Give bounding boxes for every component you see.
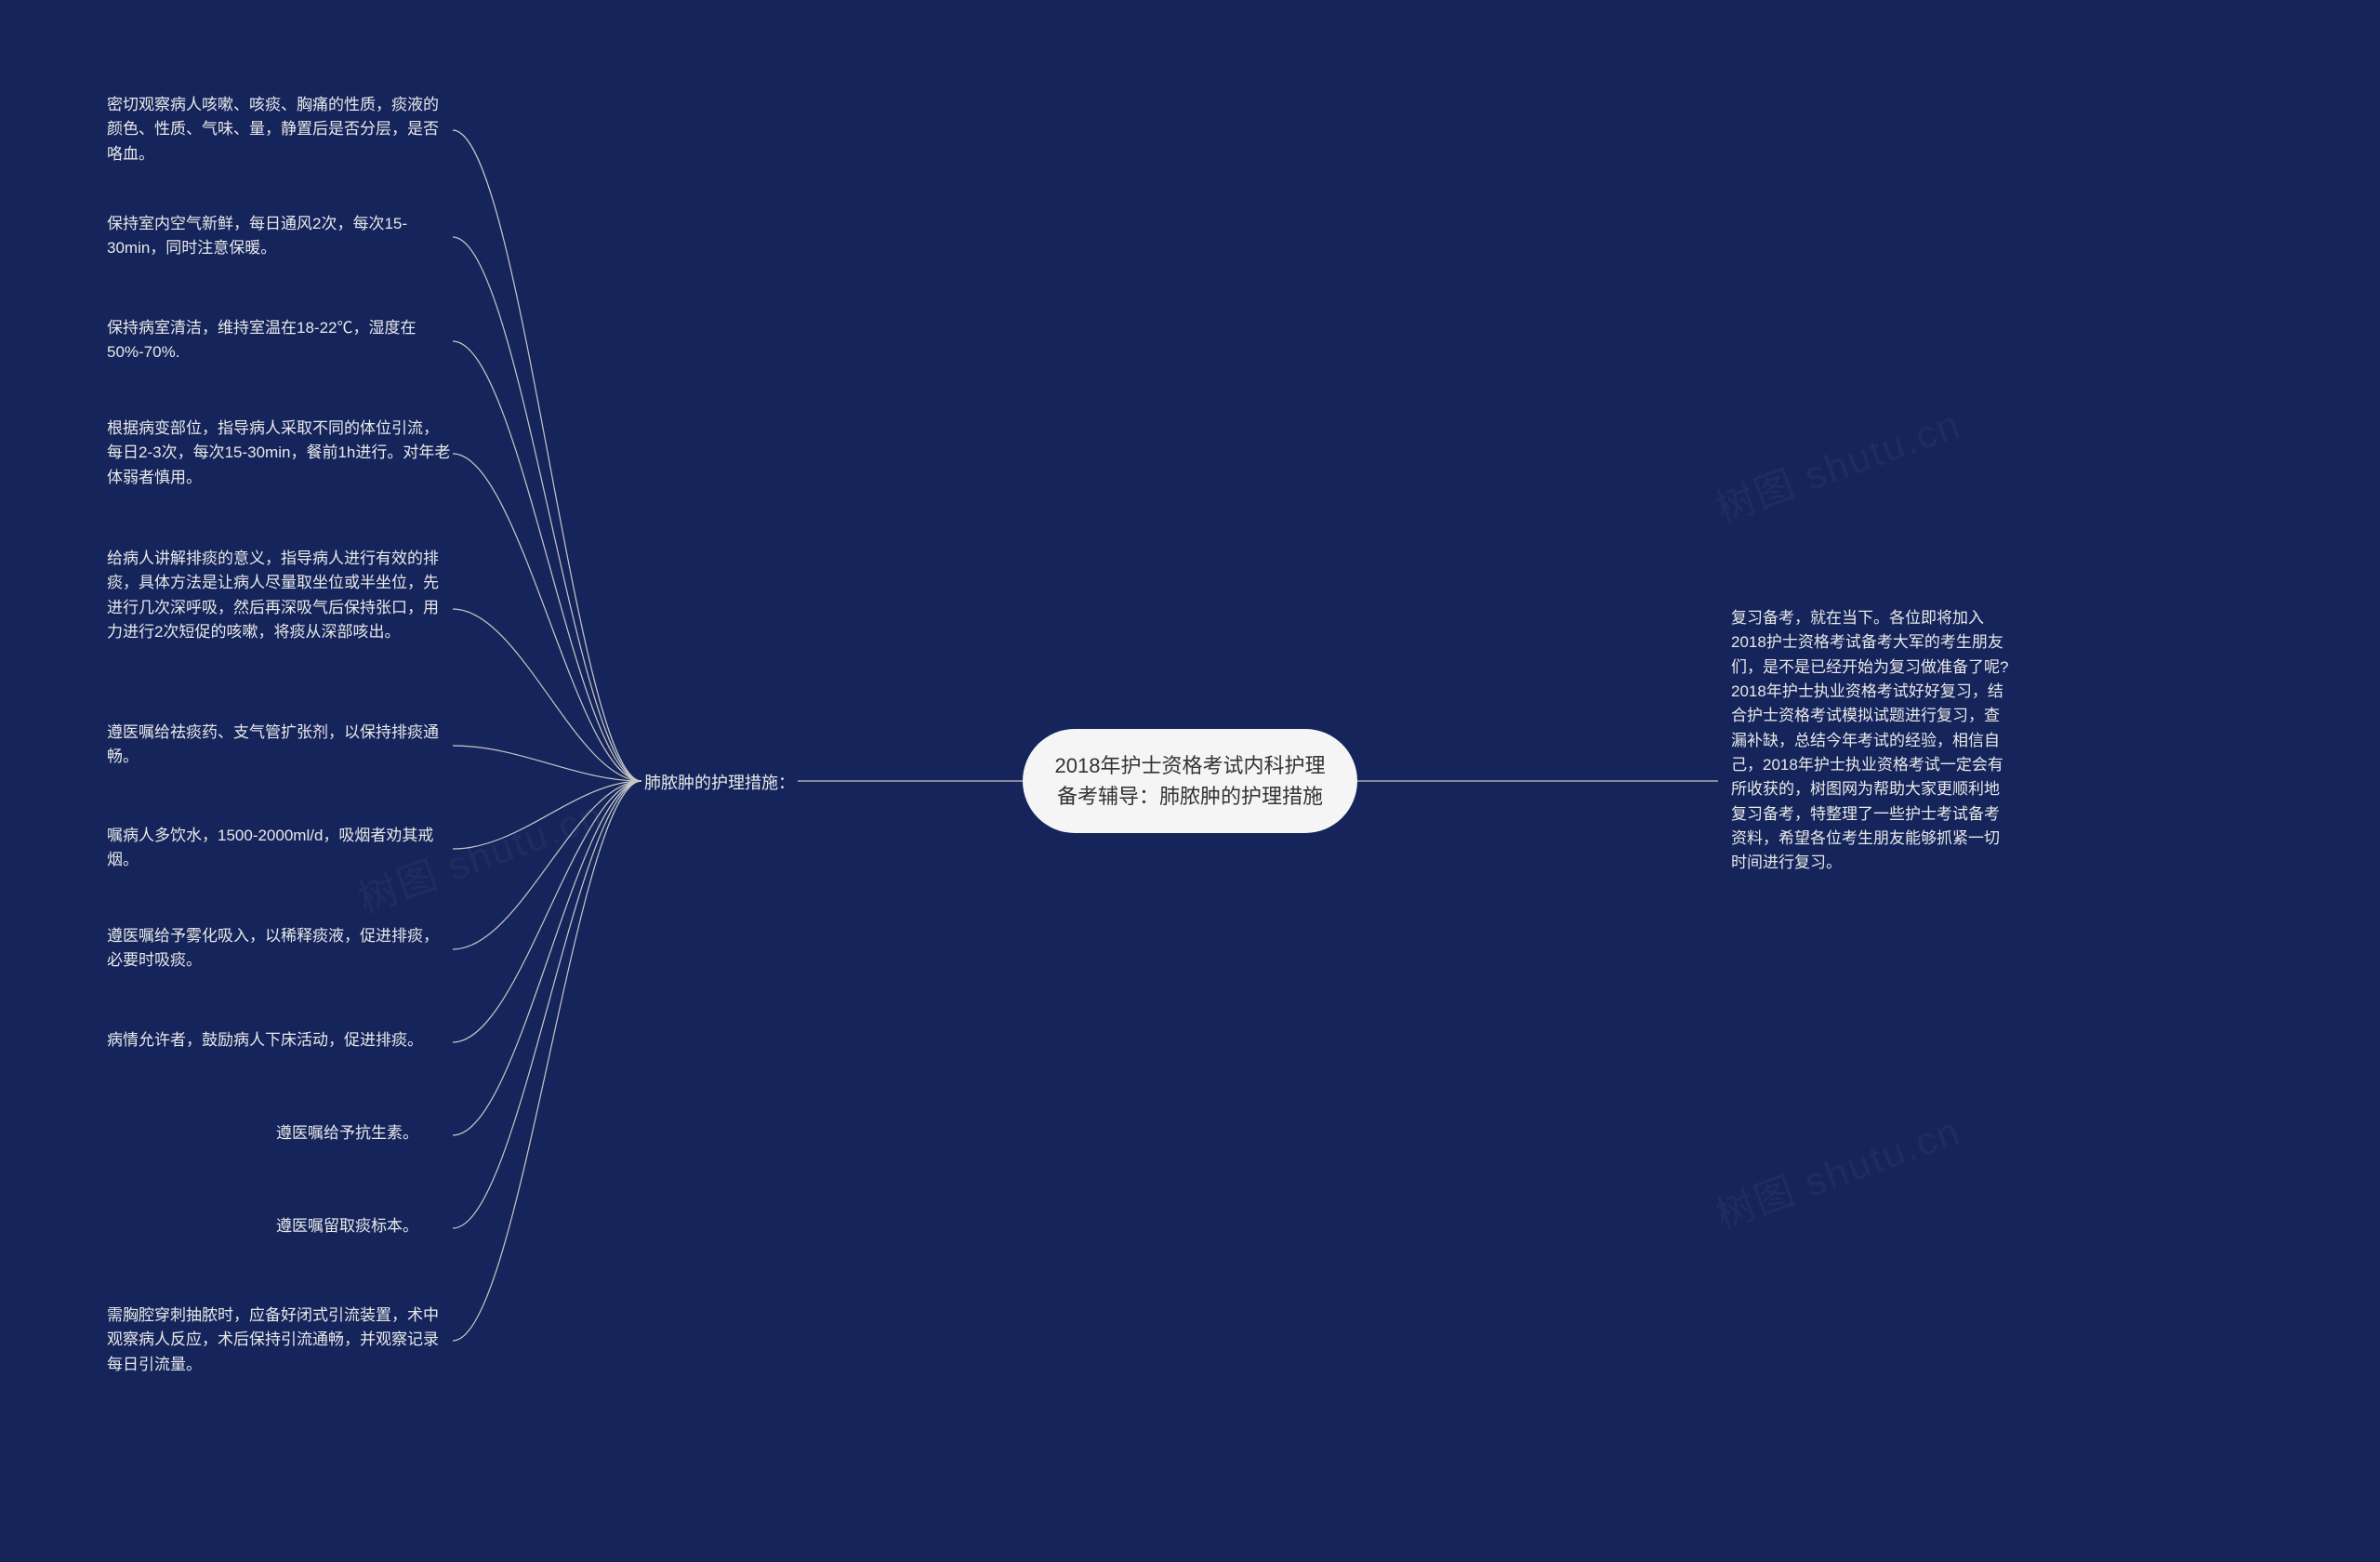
left-leaf-1: 保持室内空气新鲜，每日通风2次，每次15-30min，同时注意保暖。 (107, 212, 451, 261)
right-leaf: 复习备考，就在当下。各位即将加入2018护士资格考试备考大军的考生朋友们，是不是… (1731, 606, 2010, 876)
watermark: 树图 shutu.cn (1707, 1100, 1968, 1241)
left-leaf-10: 遵医嘱留取痰标本。 (276, 1214, 453, 1238)
left-leaf-7: 遵医嘱给予雾化吸入，以稀释痰液，促进排痰，必要时吸痰。 (107, 924, 451, 973)
left-leaf-5: 遵医嘱给祛痰药、支气管扩张剂，以保持排痰通畅。 (107, 721, 451, 770)
center-node: 2018年护士资格考试内科护理备考辅导：肺脓肿的护理措施 (1023, 729, 1357, 833)
left-leaf-8: 病情允许者，鼓励病人下床活动，促进排痰。 (107, 1028, 451, 1052)
left-branch-label: 肺脓肿的护理措施： (644, 770, 795, 794)
watermark: 树图 shutu.cn (1707, 393, 1968, 535)
left-leaf-2: 保持病室清洁，维持室温在18-22℃，湿度在50%-70%. (107, 316, 451, 365)
center-title: 2018年护士资格考试内科护理备考辅导：肺脓肿的护理措施 (1051, 750, 1329, 812)
left-leaf-3: 根据病变部位，指导病人采取不同的体位引流，每日2-3次，每次15-30min，餐… (107, 417, 451, 490)
left-leaf-6: 嘱病人多饮水，1500-2000ml/d，吸烟者劝其戒烟。 (107, 824, 451, 873)
left-leaf-11: 需胸腔穿刺抽脓时，应备好闭式引流装置，术中观察病人反应，术后保持引流通畅，并观察… (107, 1304, 451, 1377)
left-leaf-0: 密切观察病人咳嗽、咳痰、胸痛的性质，痰液的颜色、性质、气味、量，静置后是否分层，… (107, 93, 451, 166)
left-leaf-4: 给病人讲解排痰的意义，指导病人进行有效的排痰，具体方法是让病人尽量取坐位或半坐位… (107, 547, 451, 644)
left-leaf-9: 遵医嘱给予抗生素。 (276, 1121, 453, 1145)
